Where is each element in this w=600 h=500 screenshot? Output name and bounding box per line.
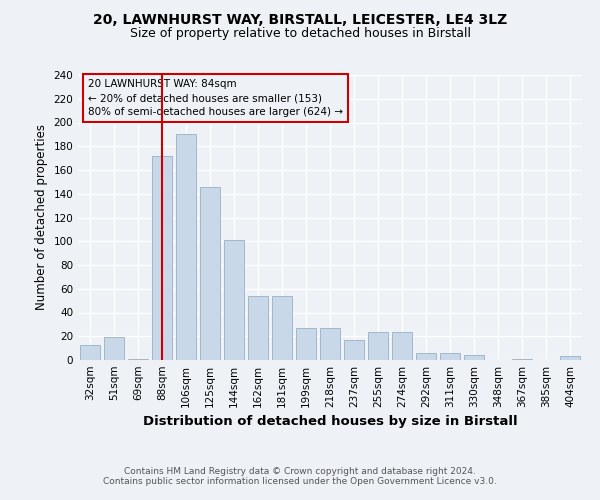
Bar [464, 355, 484, 360]
Text: 20, LAWNHURST WAY, BIRSTALL, LEICESTER, LE4 3LZ: 20, LAWNHURST WAY, BIRSTALL, LEICESTER, … [93, 12, 507, 26]
Bar [392, 332, 412, 360]
Text: 20 LAWNHURST WAY: 84sqm
← 20% of detached houses are smaller (153)
80% of semi-d: 20 LAWNHURST WAY: 84sqm ← 20% of detache… [88, 80, 343, 118]
Bar [176, 134, 196, 360]
Text: Size of property relative to detached houses in Birstall: Size of property relative to detached ho… [130, 28, 470, 40]
Bar [560, 356, 580, 360]
Text: Contains HM Land Registry data © Crown copyright and database right 2024.: Contains HM Land Registry data © Crown c… [124, 467, 476, 476]
Bar [344, 340, 364, 360]
Bar [248, 296, 268, 360]
Bar [152, 156, 172, 360]
Bar [224, 240, 244, 360]
Bar [128, 359, 148, 360]
Bar [368, 332, 388, 360]
Bar [272, 296, 292, 360]
Bar [200, 186, 220, 360]
Bar [416, 353, 436, 360]
Bar [440, 353, 460, 360]
Y-axis label: Number of detached properties: Number of detached properties [35, 124, 48, 310]
Bar [104, 338, 124, 360]
Bar [296, 328, 316, 360]
Bar [320, 328, 340, 360]
Bar [80, 344, 100, 360]
X-axis label: Distribution of detached houses by size in Birstall: Distribution of detached houses by size … [143, 416, 517, 428]
Bar [512, 359, 532, 360]
Text: Contains public sector information licensed under the Open Government Licence v3: Contains public sector information licen… [103, 477, 497, 486]
